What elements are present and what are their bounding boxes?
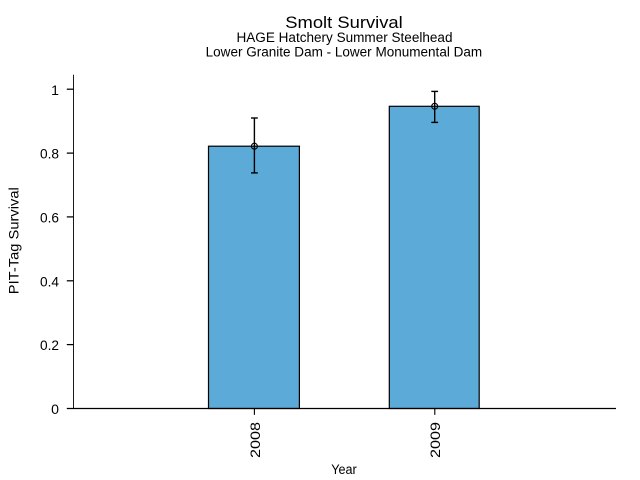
svg-text:PIT-Tag Survival: PIT-Tag Survival <box>6 187 22 294</box>
svg-text:0: 0 <box>51 401 59 417</box>
svg-text:Lower Granite Dam - Lower Monu: Lower Granite Dam - Lower Monumental Dam <box>206 44 483 60</box>
svg-text:2009: 2009 <box>427 422 443 458</box>
svg-text:HAGE Hatchery Summer Steelhead: HAGE Hatchery Summer Steelhead <box>237 29 453 45</box>
svg-text:0.8: 0.8 <box>40 146 59 162</box>
svg-text:2008: 2008 <box>247 422 263 458</box>
svg-text:Year: Year <box>331 461 357 477</box>
svg-text:0.2: 0.2 <box>40 337 59 353</box>
svg-text:0.6: 0.6 <box>40 210 59 226</box>
svg-text:Smolt Survival: Smolt Survival <box>285 14 403 32</box>
svg-text:1: 1 <box>51 82 59 98</box>
svg-text:0.4: 0.4 <box>40 273 59 289</box>
